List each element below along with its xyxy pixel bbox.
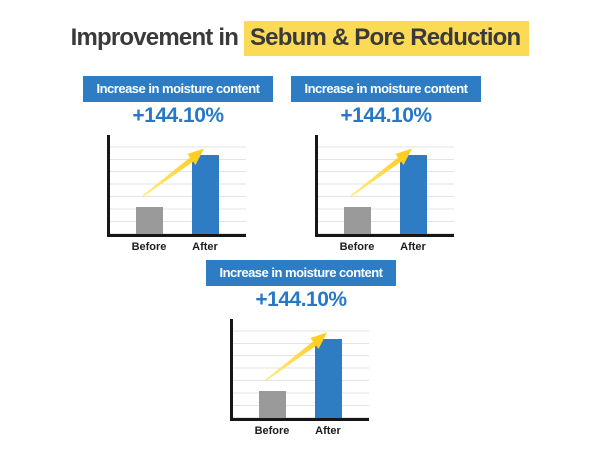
trend-arrow-icon: [142, 148, 204, 197]
page-title-highlight: Sebum & Pore Reduction: [243, 21, 530, 56]
bar-chart-3: Before After: [206, 319, 396, 437]
chart-1-label-after: After: [192, 241, 218, 253]
chart-panel-3: Increase in moisture content +144.10% Be…: [206, 260, 396, 437]
chart-3-after-bar: [315, 338, 342, 418]
chart-2-header-banner: Increase in moisture content: [291, 76, 481, 102]
chart-3-label-after: After: [315, 425, 341, 437]
chart-2-label-before: Before: [339, 241, 375, 253]
chart-1-increase-value: +144.10%: [132, 104, 224, 127]
page-title-prefix: Improvement in: [70, 24, 239, 51]
chart-2-after-bar: [400, 154, 427, 234]
chart-2-label-after: After: [400, 241, 426, 253]
chart-2-increase-value: +144.10%: [340, 104, 432, 127]
chart-3-label-before: Before: [254, 425, 290, 437]
chart-2-before-bar: [344, 207, 371, 234]
bar-chart-1: Before After: [83, 135, 273, 253]
chart-3-increase-value: +144.10%: [255, 288, 347, 311]
chart-1-plot-area: [107, 135, 246, 237]
trend-arrow-icon: [350, 148, 412, 197]
chart-panel-2: Increase in moisture content +144.10% Be…: [291, 76, 481, 253]
bar-chart-2: Before After: [291, 135, 481, 253]
chart-3-before-bar: [259, 391, 286, 418]
page-title: Improvement in Sebum & Pore Reduction: [0, 21, 600, 56]
chart-panel-1: Increase in moisture content +144.10% Be…: [83, 76, 273, 253]
trend-arrow-icon: [265, 332, 327, 381]
chart-3-plot-area: [230, 319, 369, 421]
chart-1-label-before: Before: [131, 241, 167, 253]
chart-1-after-bar: [192, 154, 219, 234]
chart-3-header-banner: Increase in moisture content: [206, 260, 396, 286]
chart-1-header-banner: Increase in moisture content: [83, 76, 273, 102]
chart-1-before-bar: [136, 207, 163, 234]
chart-2-plot-area: [315, 135, 454, 237]
